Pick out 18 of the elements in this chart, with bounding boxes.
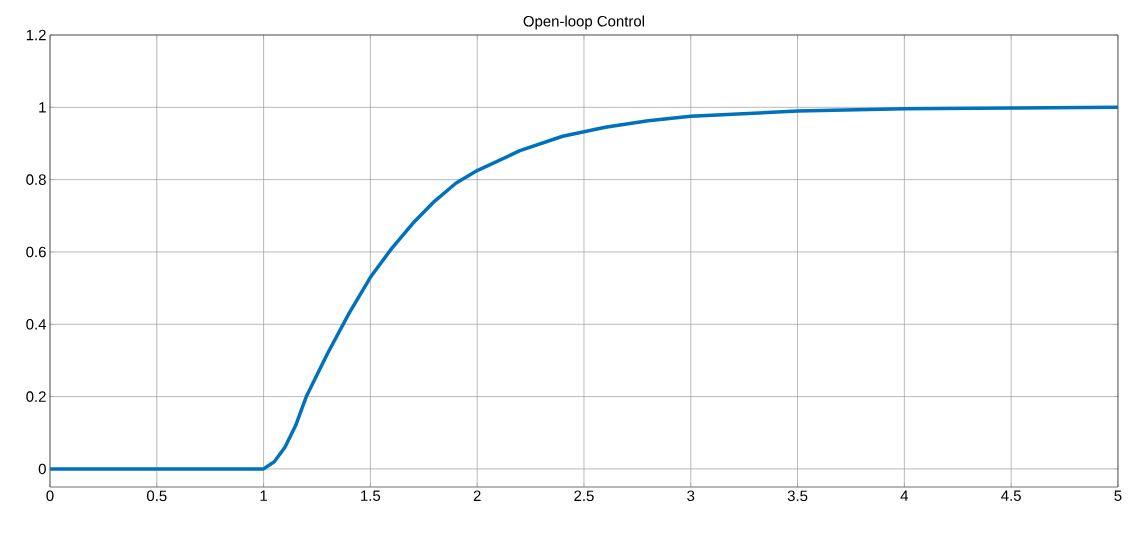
x-tick-label: 5 — [1114, 490, 1122, 501]
x-tick-label: 4.5 — [1001, 490, 1021, 501]
y-tick-label: 0.2 — [26, 391, 46, 402]
x-tick-label: 2 — [473, 490, 481, 501]
y-tick-label: 0 — [38, 463, 46, 475]
y-tick-label: 0.6 — [26, 246, 46, 258]
x-tick-label: 0.5 — [146, 490, 167, 502]
chart-title: Open-loop Control — [523, 15, 644, 30]
x-tick-label: 1.5 — [361, 490, 381, 501]
y-tick-label: 1 — [39, 102, 46, 113]
x-tick-label: 4 — [900, 490, 909, 501]
x-tick-label: 1 — [260, 490, 268, 501]
y-tick-label: 0.8 — [26, 174, 46, 185]
x-tick-label: 3.5 — [787, 490, 808, 502]
y-tick-label: 1.2 — [26, 29, 46, 41]
x-tick-label: 2.5 — [574, 490, 594, 502]
y-tick-label: 0.4 — [26, 318, 47, 330]
x-tick-label: 3 — [687, 490, 695, 502]
